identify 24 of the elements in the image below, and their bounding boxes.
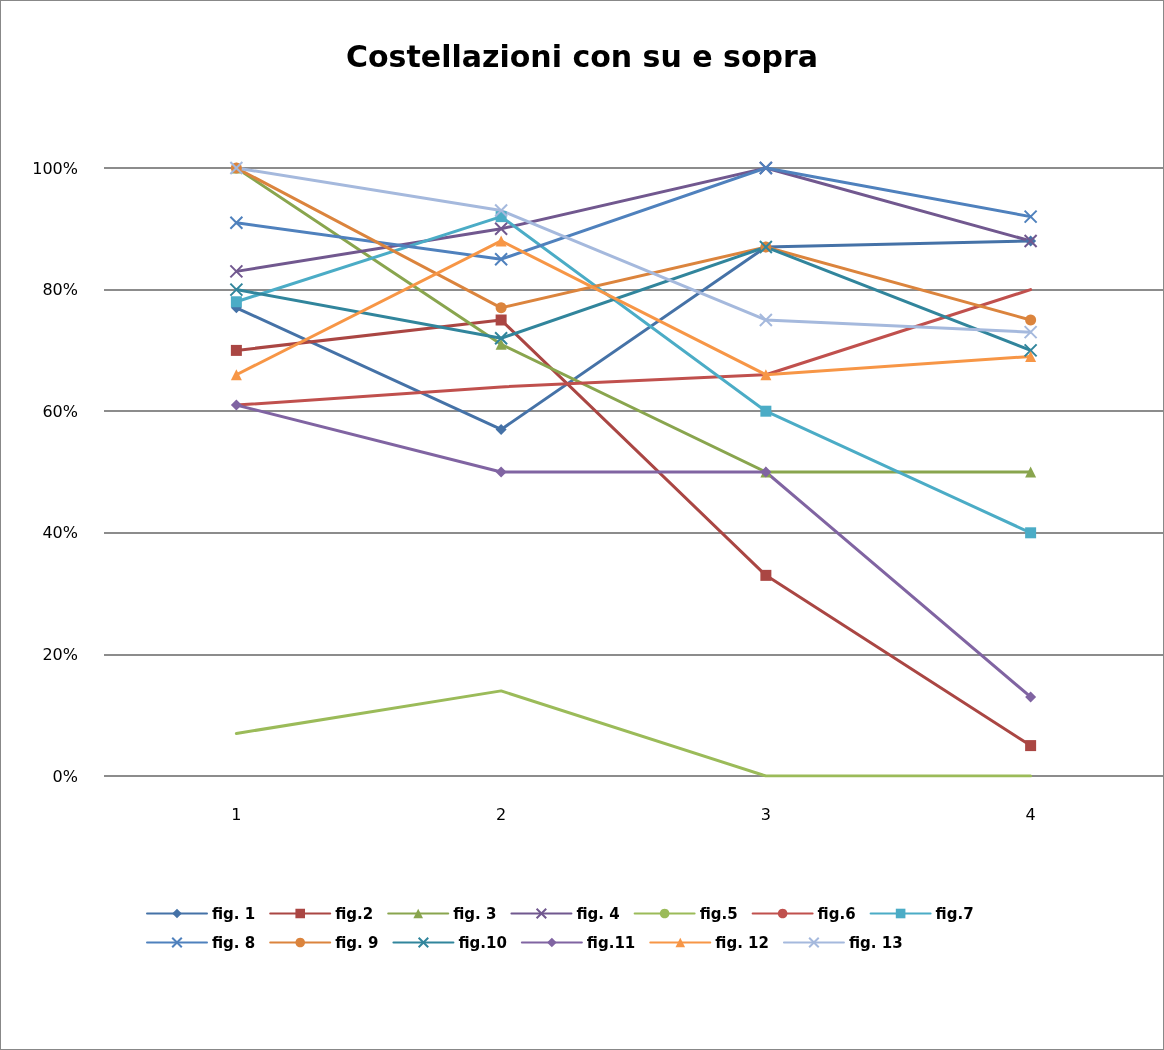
legend-label: fig. 1 bbox=[212, 904, 256, 923]
x-tick-label: 1 bbox=[231, 804, 242, 824]
y-tick-label: 20% bbox=[42, 644, 78, 664]
x-tick-label: 4 bbox=[1025, 804, 1036, 824]
legend-label: fig.2 bbox=[335, 904, 374, 923]
legend-label: fig. 8 bbox=[212, 933, 256, 952]
legend-label: fig.7 bbox=[935, 904, 974, 923]
y-tick-label: 40% bbox=[42, 523, 78, 543]
chart-title: Costellazioni con su e sopra bbox=[345, 38, 819, 74]
y-tick-label: 100% bbox=[32, 158, 78, 178]
legend-label: fig. 13 bbox=[848, 933, 903, 952]
x-tick-label: 3 bbox=[760, 804, 771, 824]
y-tick-label: 60% bbox=[42, 401, 78, 421]
y-tick-label: 0% bbox=[52, 766, 78, 786]
legend-label: fig.5 bbox=[699, 904, 738, 923]
legend-label: fig. 9 bbox=[335, 933, 379, 952]
legend-label: fig. 12 bbox=[715, 933, 769, 952]
x-tick-label: 2 bbox=[496, 804, 507, 824]
legend-label: fig.10 bbox=[458, 933, 507, 952]
legend-label: fig.11 bbox=[586, 933, 636, 952]
y-tick-label: 80% bbox=[42, 280, 78, 300]
legend-label: fig.6 bbox=[817, 904, 856, 923]
legend-label: fig. 3 bbox=[453, 904, 497, 923]
legend-label: fig. 4 bbox=[576, 904, 620, 923]
